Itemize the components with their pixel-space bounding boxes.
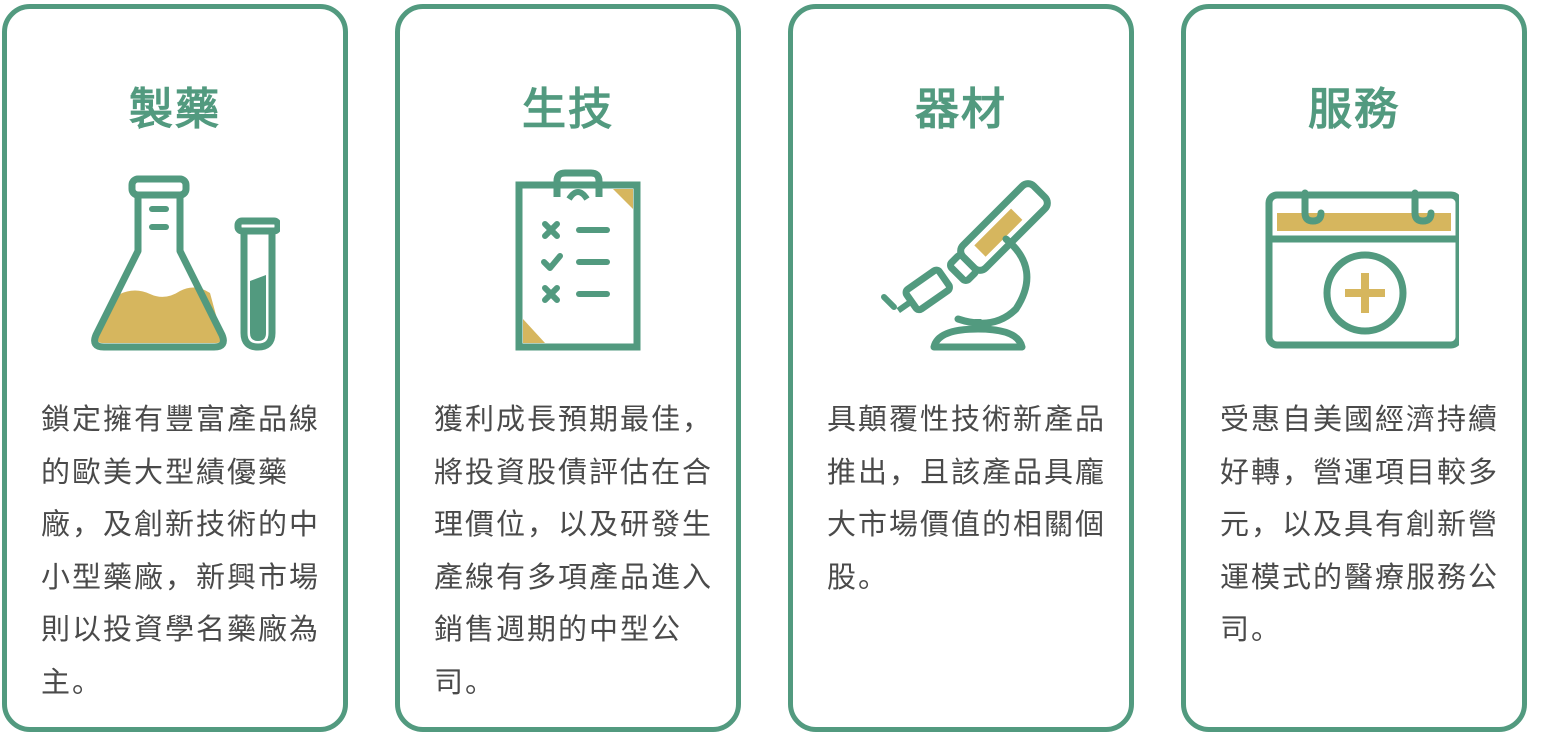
microscope-icon [881,180,1051,351]
card-equipment: 器材 具顛覆性技術新產品推出，且該產品具龐大市場價值的相關個股。 [788,4,1134,732]
card-biotech: 生技 獲利成長預期最佳，將投資股債評估在合理價位，以及研發生產線有多項產品進入銷… [395,4,741,732]
card-pharma: 製藥 鎖定擁有豐富產品線的歐美大型績優藥廠，及創新技術的中小型藥廠，新興市場則以… [2,4,348,732]
card-title: 生技 [522,84,614,135]
clipboard-checklist-icon [515,169,641,351]
card-title: 器材 [915,84,1007,135]
card-title: 製藥 [129,84,221,135]
card-description: 獲利成長預期最佳，將投資股債評估在合理價位，以及研發生產線有多項產品進入銷售週期… [434,402,714,699]
card-title: 服務 [1308,84,1400,135]
card-services: 服務 受惠自美國經濟持續好轉，營運項目較多元，以及具有創新營運模式的醫療服務公司… [1181,4,1527,732]
card-description: 具顛覆性技術新產品推出，且該產品具龐大市場價值的相關個股。 [827,402,1107,594]
medical-calendar-icon [1265,189,1459,349]
card-description: 鎖定擁有豐富產品線的歐美大型績優藥廠，及創新技術的中小型藥廠，新興市場則以投資學… [41,402,321,699]
lab-flask-icon [91,175,280,351]
card-description: 受惠自美國經濟持續好轉，營運項目較多元，以及具有創新營運模式的醫療服務公司。 [1220,402,1500,646]
